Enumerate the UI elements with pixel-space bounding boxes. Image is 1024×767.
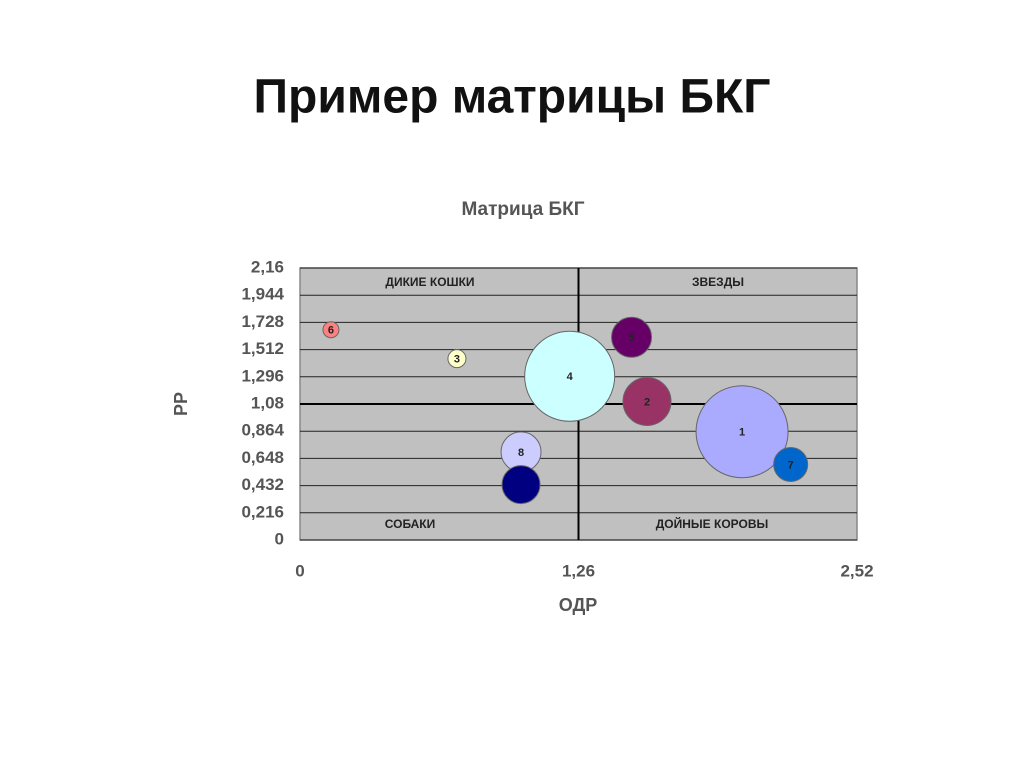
x-axis-label: ОДР [559, 595, 598, 615]
y-tick-label: 1,728 [241, 312, 284, 331]
y-tick-label: 1,08 [251, 393, 284, 412]
y-tick-label: 0,648 [241, 448, 284, 467]
y-tick-label: 2,16 [251, 257, 284, 276]
quadrant-label: ЗВЕЗДЫ [692, 275, 744, 289]
slide-heading: Пример матрицы БКГ [254, 71, 771, 124]
bubble-label: 2 [644, 396, 650, 408]
bubble-label: 7 [788, 459, 794, 471]
y-tick-label: 1,512 [241, 339, 284, 358]
chart-title: Матрица БКГ [462, 199, 585, 220]
x-tick-label: 0 [295, 561, 304, 580]
y-tick-label: 0,864 [241, 421, 284, 440]
bubble [501, 465, 541, 505]
bubble-label: 4 [567, 371, 574, 383]
bubble [322, 321, 340, 339]
y-tick-label: 0,432 [241, 475, 284, 494]
bubble [695, 385, 789, 479]
bubble [447, 349, 467, 369]
x-tick-label: 1,26 [562, 561, 595, 580]
y-tick-label: 0 [275, 529, 284, 548]
y-axis-label: РР [171, 392, 191, 416]
y-tick-label: 1,296 [241, 366, 284, 385]
quadrant-label: ДИКИЕ КОШКИ [385, 275, 474, 289]
quadrant-label: ДОЙНЫЕ КОРОВЫ [656, 516, 769, 531]
x-tick-label: 2,52 [840, 561, 873, 580]
y-tick-label: 1,944 [241, 285, 284, 304]
bubble-label: 6 [328, 325, 334, 337]
bubble [622, 376, 672, 426]
bubble-label: 8 [518, 447, 524, 459]
bubble-label: 5 [628, 332, 634, 344]
bubble-label: 3 [454, 354, 460, 366]
bubble-label: 1 [739, 427, 745, 439]
quadrant-label: СОБАКИ [385, 517, 435, 531]
bubble [611, 316, 653, 358]
y-tick-label: 0,216 [241, 502, 284, 521]
bubble [524, 330, 616, 422]
bubble [773, 446, 809, 482]
